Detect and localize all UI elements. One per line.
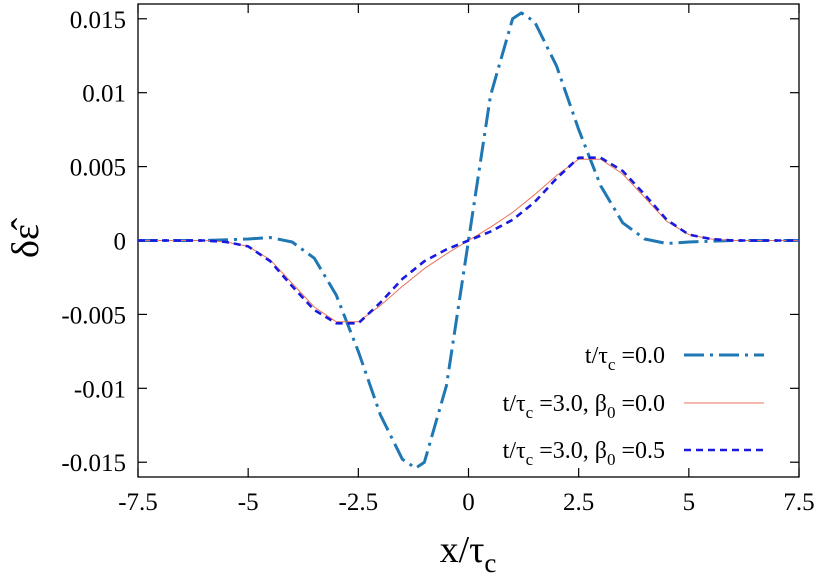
series-lines bbox=[138, 11, 799, 470]
y-axis-label: δε̂ bbox=[5, 217, 47, 258]
x-axis-label: x/τc bbox=[440, 529, 497, 576]
legend-label-part: c bbox=[526, 450, 534, 469]
legend-label-3: t/τc =3.0, β0 =0.5 bbox=[503, 438, 665, 469]
legend-label-part: t/τ bbox=[503, 438, 526, 464]
y-tick-label: -0.015 bbox=[61, 450, 126, 477]
x-tick-label: -2.5 bbox=[339, 489, 379, 516]
legend-label-part: c bbox=[526, 403, 534, 422]
x-tick-label: -7.5 bbox=[118, 489, 158, 516]
axis-ticks: -7.5 -5 -2.5 0 2.5 5 7.5 -0.015 -0.01 -0.005 0 0.00… bbox=[61, 4, 815, 516]
legend-label-part: =0.0 bbox=[615, 343, 665, 369]
legend-label-part: =3.0, β bbox=[533, 391, 607, 417]
y-tick-label: 0.015 bbox=[70, 7, 126, 34]
legend-label-part: 0 bbox=[607, 450, 616, 469]
legend-label-2: t/τc =3.0, β0 =0.0 bbox=[503, 391, 665, 422]
legend-label-part: =3.0, β bbox=[533, 438, 607, 464]
legend-label-part: =0.0 bbox=[615, 391, 665, 417]
x-tick-label: 7.5 bbox=[783, 489, 814, 516]
x-axis-label-sub: c bbox=[484, 548, 496, 576]
y-tick-label: -0.01 bbox=[74, 376, 126, 403]
legend-label-1: t/τc =0.0 bbox=[585, 343, 665, 374]
x-tick-label: 0 bbox=[462, 489, 475, 516]
x-tick-label: 5 bbox=[683, 489, 696, 516]
y-tick-label: 0.005 bbox=[70, 155, 126, 182]
y-tick-label: -0.005 bbox=[61, 302, 126, 329]
legend: t/τc =0.0t/τc =3.0, β0 =0.0t/τc =3.0, β0… bbox=[503, 343, 764, 469]
series-line-3 bbox=[138, 156, 799, 325]
x-tick-label: 2.5 bbox=[563, 489, 594, 516]
y-tick-label: 0 bbox=[114, 229, 127, 256]
legend-label-part: t/τ bbox=[503, 391, 526, 417]
y-tick-label: 0.01 bbox=[82, 81, 126, 108]
legend-label-part: t/τ bbox=[585, 343, 608, 369]
legend-label-part: 0 bbox=[607, 403, 616, 422]
x-axis-label-main: x/τ bbox=[440, 529, 485, 571]
legend-label-part: c bbox=[608, 355, 616, 374]
x-tick-label: -5 bbox=[238, 489, 259, 516]
series-line-1 bbox=[138, 11, 799, 470]
legend-label-part: =0.5 bbox=[615, 438, 665, 464]
